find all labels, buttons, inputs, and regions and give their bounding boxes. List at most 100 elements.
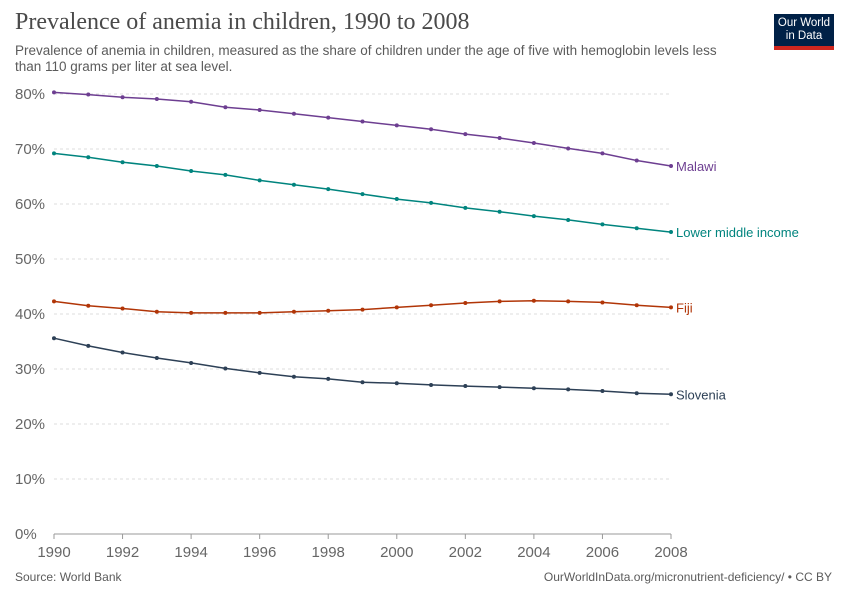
y-tick-label: 0% (15, 526, 37, 543)
logo-line-2: in Data (785, 30, 823, 42)
x-tick-label: 1990 (37, 544, 70, 561)
data-point (120, 306, 125, 311)
x-tick-label: 2000 (380, 544, 413, 561)
x-tick-label: 2002 (449, 544, 482, 561)
x-tick-label: 1994 (174, 544, 207, 561)
data-point (257, 178, 262, 183)
data-point (189, 360, 194, 365)
chart-subtitle: Prevalence of anemia in children, measur… (15, 43, 717, 74)
data-point (669, 392, 673, 397)
series-label: Lower middle income (676, 225, 799, 240)
data-point (566, 387, 571, 392)
data-point (429, 303, 434, 308)
data-point (634, 158, 639, 163)
data-point (291, 374, 296, 379)
y-tick-label: 60% (15, 196, 45, 213)
data-point (257, 310, 262, 315)
data-point (52, 299, 56, 304)
data-point (86, 343, 91, 348)
footer-url[interactable]: OurWorldInData.org/micronutrient-deficie… (543, 570, 832, 584)
data-point (291, 111, 296, 116)
series-label: Slovenia (676, 387, 727, 402)
series-label: Malawi (676, 159, 717, 174)
data-point (600, 222, 605, 227)
data-point (634, 391, 639, 396)
data-point (497, 209, 502, 214)
data-point (326, 308, 331, 313)
data-point (154, 164, 159, 169)
data-point (429, 200, 434, 205)
x-tick-label: 1996 (243, 544, 276, 561)
data-point (429, 127, 434, 132)
data-point (394, 381, 399, 386)
data-point (52, 151, 56, 156)
x-tick-label: 2008 (654, 544, 687, 561)
data-point (360, 380, 365, 385)
y-tick-label: 80% (15, 86, 45, 103)
data-point (86, 303, 91, 308)
data-point (223, 172, 228, 177)
data-point (189, 310, 194, 315)
data-point (531, 214, 536, 219)
data-point (326, 376, 331, 381)
data-point (566, 217, 571, 222)
data-point (669, 230, 673, 235)
data-point (86, 92, 91, 97)
data-point (669, 164, 673, 169)
chart-title: Prevalence of anemia in children, 1990 t… (15, 9, 470, 35)
data-point (566, 146, 571, 151)
data-point (86, 155, 91, 160)
data-point (600, 151, 605, 156)
data-point (326, 115, 331, 120)
source-note[interactable]: Source: World Bank (15, 570, 122, 584)
y-tick-label: 20% (15, 416, 45, 433)
data-point (223, 366, 228, 371)
data-point (360, 192, 365, 197)
data-point (360, 307, 365, 312)
x-tick-label: 1998 (312, 544, 345, 561)
data-point (463, 132, 468, 137)
series-line-slovenia (53, 337, 672, 396)
data-point (291, 309, 296, 314)
y-tick-label: 40% (15, 306, 45, 323)
data-point (291, 182, 296, 187)
data-point (634, 303, 639, 308)
data-point (531, 386, 536, 391)
data-point (463, 205, 468, 210)
x-tick-label: 2006 (586, 544, 619, 561)
owid-logo[interactable]: Our World in Data (774, 14, 834, 50)
data-point (463, 301, 468, 305)
data-point (497, 136, 502, 140)
data-point (394, 197, 399, 202)
data-point (497, 299, 502, 304)
x-tick-label: 1992 (106, 544, 139, 561)
data-point (634, 226, 639, 231)
series-line-malawi (53, 91, 672, 167)
data-point (360, 119, 365, 124)
data-point (154, 96, 159, 101)
data-point (531, 298, 536, 303)
y-tick-label: 70% (15, 141, 45, 158)
data-point (154, 309, 159, 314)
data-point (52, 336, 56, 341)
data-point (189, 99, 194, 104)
logo-line-1: Our World (777, 17, 831, 29)
data-point (600, 389, 605, 393)
data-point (223, 105, 228, 110)
data-point (600, 300, 605, 305)
data-point (120, 350, 125, 355)
data-point (189, 169, 194, 173)
y-tick-label: 10% (15, 471, 45, 488)
data-point (257, 370, 262, 375)
data-point (326, 187, 331, 192)
series-label: Fiji (676, 300, 693, 315)
data-point (429, 382, 434, 387)
data-point (257, 107, 262, 112)
data-point (463, 384, 468, 389)
data-point (120, 160, 125, 165)
data-point (669, 305, 673, 310)
y-tick-label: 50% (15, 251, 45, 268)
data-point (154, 356, 159, 360)
data-point (531, 140, 536, 145)
